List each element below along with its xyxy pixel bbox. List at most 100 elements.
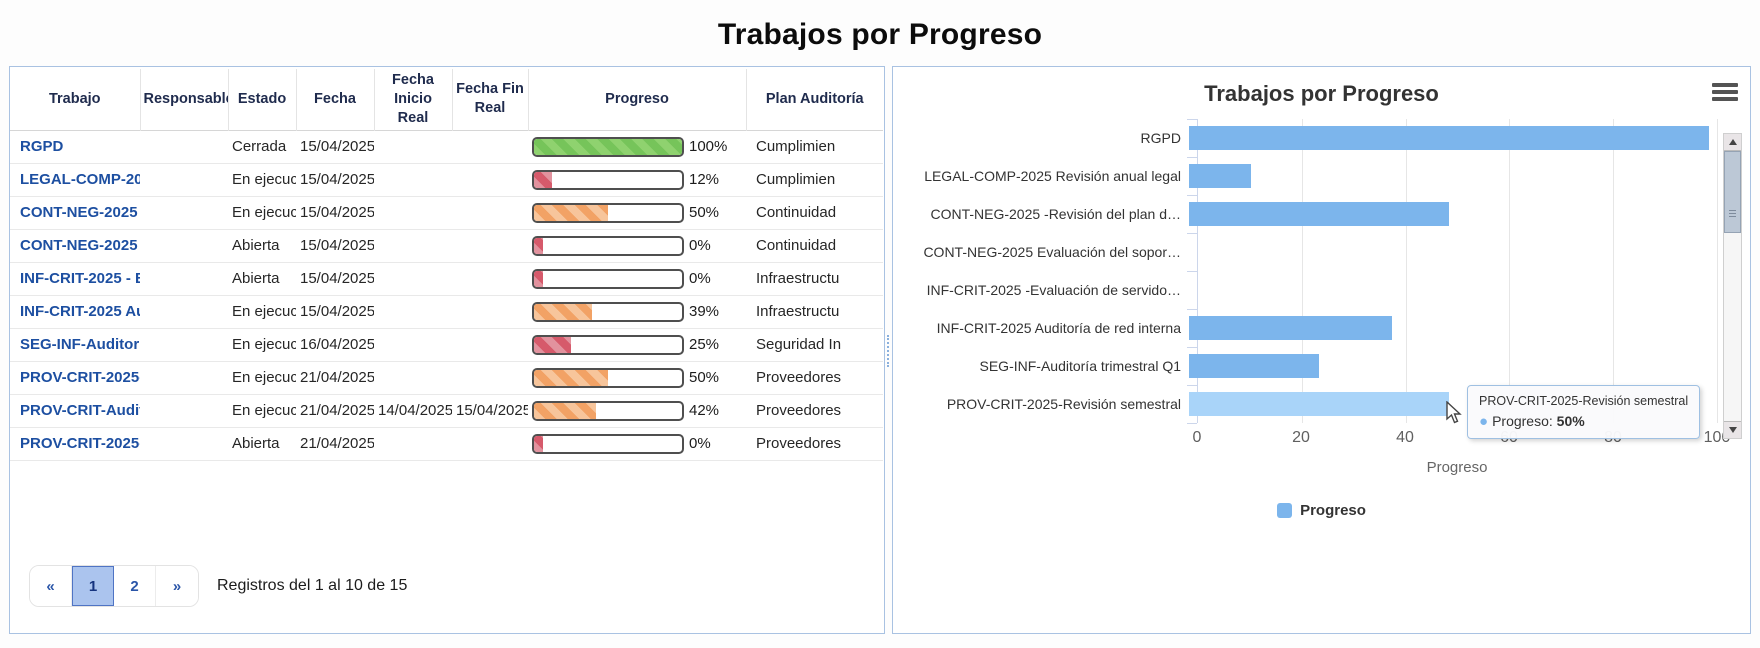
cell-plan-auditoria: Seguridad In [756,336,842,354]
cell-estado: Abierta [232,237,280,255]
trabajo-link[interactable]: PROV-CRIT-Audit [20,402,140,420]
table-row: SEG-INF-Auditorí En ejecución16/04/2025 25… [10,328,883,362]
chart-bar[interactable] [1189,164,1252,188]
cell-plan-auditoria: Cumplimien [756,138,836,156]
gridline [1717,119,1718,423]
cell-trabajo: PROV-CRIT-2025- [10,427,140,460]
trabajo-link[interactable]: INF-CRIT-2025 Au [20,303,140,321]
trabajo-link[interactable]: RGPD [20,138,64,156]
records-summary: Registros del 1 al 10 de 15 [217,577,408,594]
scrollbar-thumb[interactable] [1724,151,1741,233]
trabajo-link[interactable]: SEG-INF-Auditorí [20,336,140,354]
table-row: PROV-CRIT-2025- Abierta 21/04/2025 0% Provee… [10,427,883,461]
progress-fill [534,336,571,353]
cell-fecha-fin-real [452,163,528,196]
cell-plan-auditoria: Proveedores [756,402,842,420]
cell-progreso: 12% [528,163,746,196]
progress-bar [532,334,684,355]
trabajo-link[interactable]: INF-CRIT-2025 - E [20,270,140,288]
chart-bar-track [1189,202,1709,226]
page-prev-button[interactable]: « [30,566,72,606]
page-next-button[interactable]: » [156,566,198,606]
cell-estado: Cerrada [232,138,287,156]
trabajo-link[interactable]: CONT-NEG-2025 - [20,204,140,222]
chart-bar[interactable] [1189,202,1449,226]
chart-row: PROV-CRIT-2025-Revisión semestral [893,385,1750,423]
table-header-row: Trabajo Responsable Estado Fecha Fecha Inici… [10,69,883,131]
progress-bar [532,301,684,322]
chart-row: INF-CRIT-2025 Auditoría de red interna [893,309,1750,347]
cell-estado: Abierta [232,270,280,288]
chart-category-label: INF-CRIT-2025 -Evaluación de servido… [926,282,1181,298]
table-row: INF-CRIT-2025 - E Abierta 15/04/2025 0% Infr… [10,262,883,296]
panel-resize-handle[interactable] [887,335,889,367]
cell-progreso: 100% [528,130,746,163]
chart-panel: Trabajos por Progreso RGPD LEGAL-COMP-202… [892,66,1751,634]
x-axis-title: Progreso [1426,459,1488,476]
cell-fecha: 21/04/2025 [300,369,374,387]
cell-fecha: 16/04/2025 [300,336,374,354]
table-row: LEGAL-COMP-202 En ejecución15/04/2025 12% C… [10,163,883,197]
chart-category-label: INF-CRIT-2025 Auditoría de red interna [936,320,1181,336]
progress-fill [534,369,608,386]
dashboard-panels: Trabajo Responsable Estado Fecha Fecha Inici… [0,66,1760,634]
trabajo-link[interactable]: CONT-NEG-2025 E [20,237,140,255]
progress-label: 0% [689,270,711,288]
cell-estado: En ejecución [232,402,296,420]
x-axis-tick-label: 40 [1396,429,1414,446]
cell-progreso: 0% [528,427,746,460]
chart-row: CONT-NEG-2025 Evaluación del sopor… [893,233,1750,271]
progress-label: 12% [689,171,720,189]
scrollbar-down-button[interactable] [1724,421,1741,438]
tooltip-series-label: Progreso: [1492,413,1553,429]
chart-bar[interactable] [1189,354,1319,378]
category-axis-tick [1187,271,1197,272]
progress-wrap: 0% [532,235,742,256]
cell-fecha-inicio-real [374,361,452,394]
chart-tooltip: PROV-CRIT-2025-Revisión semestral ● Progr… [1467,385,1701,439]
trabajo-link[interactable]: LEGAL-COMP-202 [20,171,140,189]
cell-fecha-fin-real [452,328,528,361]
category-axis-tick [1187,423,1197,424]
page-button-1[interactable]: 1 [72,566,114,606]
legend-item-progreso[interactable]: Progreso [893,502,1750,519]
trabajo-link[interactable]: PROV-CRIT-2025- [20,435,140,453]
scrollbar-up-button[interactable] [1724,134,1741,151]
column-header-plan: Plan Auditoría [765,90,864,107]
chart-bar[interactable] [1189,126,1709,150]
chart-scrollbar[interactable] [1723,133,1742,439]
cell-fecha-inicio-real [374,328,452,361]
column-header-trabajo: Trabajo [10,69,141,131]
x-axis-tick-label: 0 [1192,429,1202,446]
chart-category-label: RGPD [1140,130,1181,146]
page-button-2[interactable]: 2 [114,566,156,606]
progress-label: 42% [689,402,720,420]
column-header-responsable: Responsable [140,69,229,131]
cell-fecha: 21/04/2025 [300,402,374,420]
cell-plan-auditoria: Continuidad [756,204,837,222]
trabajo-link[interactable]: PROV-CRIT-2025- [20,369,140,387]
cell-responsable [140,394,228,427]
cell-plan-auditoria: Continuidad [756,237,837,255]
cell-fecha-fin-real [452,427,528,460]
progress-fill [534,270,543,287]
chart-bar[interactable] [1189,316,1392,340]
table-row: CONT-NEG-2025 - En ejecución15/04/2025 50%… [10,196,883,230]
cell-trabajo: CONT-NEG-2025 E [10,229,140,262]
chart-bar-track [1189,164,1709,188]
cell-fecha-fin-real [452,229,528,262]
mouse-cursor-icon [1446,401,1462,424]
gridline [1405,119,1407,423]
cell-fecha-inicio-real [374,427,452,460]
chart-bar[interactable] [1189,392,1449,416]
cell-estado: En ejecución [232,171,296,189]
cell-responsable [140,361,228,394]
progress-wrap: 0% [532,433,742,454]
cell-fecha-inicio-real [374,130,452,163]
chart-menu-icon[interactable] [1712,83,1738,104]
cell-fecha-inicio-real [374,163,452,196]
progress-wrap: 0% [532,268,742,289]
table-row: PROV-CRIT-2025- En ejecución21/04/2025 50%… [10,361,883,395]
progress-label: 100% [689,138,728,156]
cell-progreso: 50% [528,196,746,229]
